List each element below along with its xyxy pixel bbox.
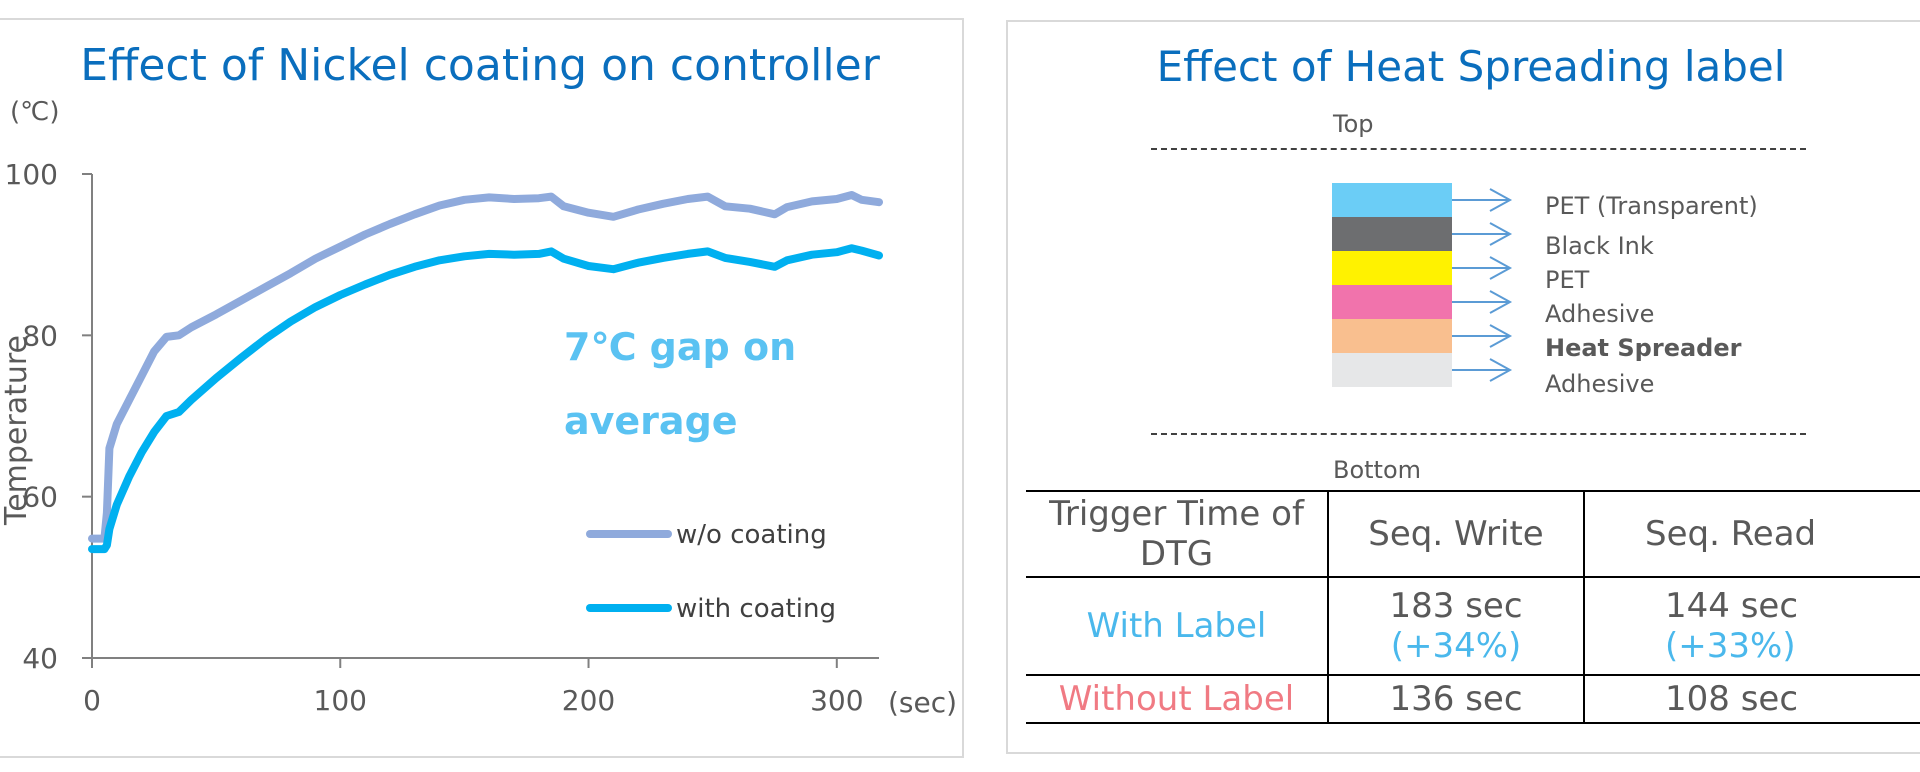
x-tick-label: 0 [83,684,101,717]
chart-title: Effect of Nickel coating on controller [80,40,880,91]
layer-label: Heat Spreader [1545,334,1742,362]
heat-label-title: Effect of Heat Spreading label [1156,42,1786,91]
gap-annotation-line: average [564,399,738,443]
layer-label: Black Ink [1545,232,1654,260]
cell-read-without: 108 sec [1583,675,1920,723]
layer-label: Adhesive [1545,300,1655,328]
layer-bar [1332,353,1452,387]
header-trigger-time: Trigger Time of DTG [1026,491,1329,577]
cell-read-with: 144 sec (+33%) [1583,577,1920,675]
x-tick-label: 200 [562,684,615,717]
y-unit-label: (℃) [10,97,60,127]
x-tick-label: 100 [314,684,367,717]
y-tick-label: 100 [5,158,58,191]
y-tick-label: 80 [22,319,58,352]
arrow-right-icon [1452,358,1513,382]
layer-bar [1332,217,1452,251]
legend-label: with coating [676,594,836,624]
cell-write-with: 183 sec (+34%) [1327,577,1585,675]
layer-bar [1332,319,1452,353]
y-tick-label: 60 [22,481,58,514]
arrow-right-icon [1452,256,1513,280]
dtg-table: Trigger Time of DTG Seq. Write Seq. Read… [1026,490,1920,724]
table-row: Without Label 136 sec 108 sec [1026,675,1920,723]
layer-bar [1332,285,1452,319]
layer-label: Adhesive [1545,370,1655,398]
top-label: Top [1333,110,1374,138]
read-with-pct: (+33%) [1665,626,1796,666]
arrow-right-icon [1452,188,1513,212]
write-with-pct: (+34%) [1390,626,1522,666]
line-chart: 40 60 80 100 0 100 200 300 (℃) (sec) Temperature 7℃… [0,97,957,719]
bottom-label: Bottom [1333,456,1422,484]
header-seq-read: Seq. Read [1583,491,1920,577]
layer-bar [1332,251,1452,285]
layer-label: PET (Transparent) [1545,192,1758,220]
y-axis-title: Temperature [0,335,34,526]
cell-write-without: 136 sec [1327,675,1585,723]
gap-annotation-line: 7℃ gap on [564,325,796,369]
arrow-right-icon [1452,324,1513,348]
layer-label: PET [1545,266,1590,294]
row-label-with: With Label [1026,577,1329,675]
series-line-2 [88,244,883,554]
arrow-right-icon [1452,222,1513,246]
heat-label-panel: Effect of Heat Spreading label Top PET (… [1006,20,1920,754]
top-dashed-line [1151,148,1806,150]
series-line-1 [88,191,883,543]
write-with-value: 183 sec [1389,586,1523,626]
bottom-dashed-line [1151,433,1806,435]
x-tick-label: 300 [810,684,863,717]
table-header-row: Trigger Time of DTG Seq. Write Seq. Read [1026,491,1920,577]
table-row: With Label 183 sec (+34%) 144 sec (+33%) [1026,577,1920,675]
arrow-right-icon [1452,290,1513,314]
x-unit-label: (sec) [888,686,957,719]
y-tick-label: 40 [22,642,58,675]
layer-bar [1332,183,1452,217]
row-label-without: Without Label [1026,675,1329,723]
header-seq-write: Seq. Write [1327,491,1585,577]
nickel-chart-panel: Effect of Nickel coating on controller 4… [0,18,964,758]
legend-label: w/o coating [676,520,827,550]
read-with-value: 144 sec [1665,586,1799,626]
